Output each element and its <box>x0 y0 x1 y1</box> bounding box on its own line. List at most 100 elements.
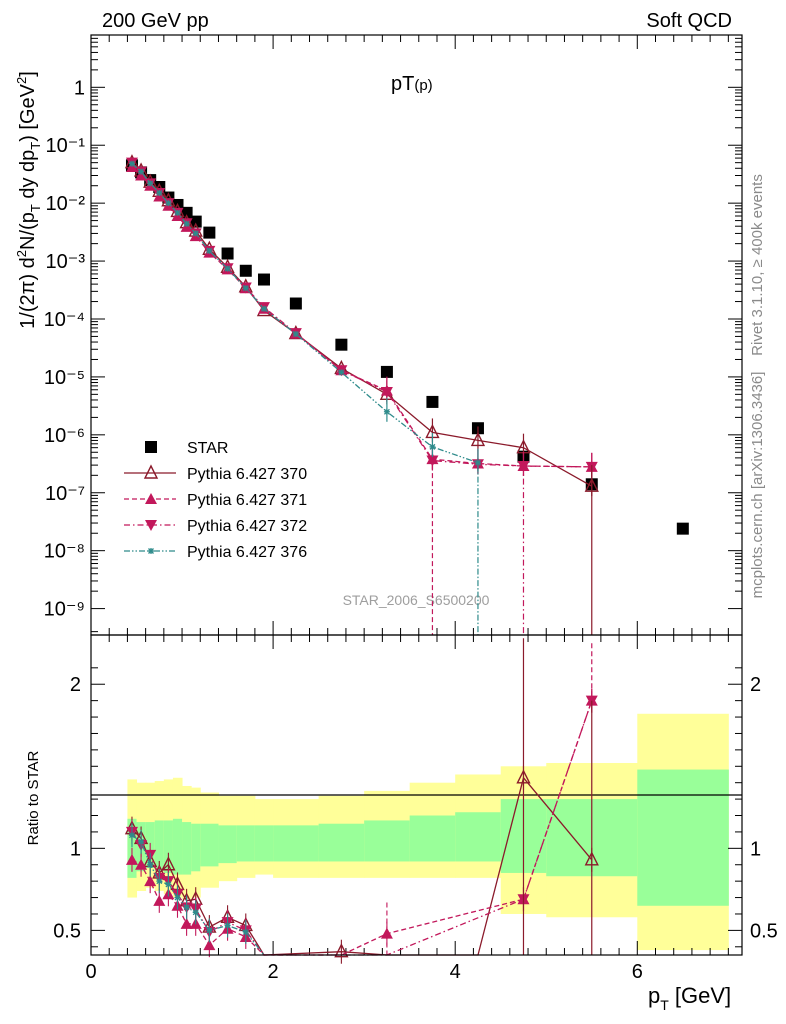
data-point <box>192 230 199 237</box>
data-point <box>156 189 163 196</box>
ratio-y-tick-label: 0.5 <box>53 920 81 942</box>
green-band <box>318 823 365 862</box>
data-point <box>292 331 299 338</box>
y-tick-label: 10⁻² <box>46 193 86 215</box>
y-tick-label: 1 <box>74 77 85 99</box>
x-tick-label: 2 <box>268 961 279 983</box>
legend-label: Pythia 6.427 372 <box>187 518 307 535</box>
legend-marker <box>148 548 154 554</box>
ratio-y-tick-label-right: 2 <box>750 674 761 696</box>
ratio-point <box>165 881 172 888</box>
ratio-line <box>131 700 593 956</box>
legend-label: Pythia 6.427 376 <box>187 544 307 561</box>
data-point <box>128 160 135 167</box>
data-point <box>239 264 252 277</box>
legend-label: Pythia 6.427 370 <box>187 466 307 483</box>
data-point <box>470 431 486 447</box>
data-point <box>380 365 393 378</box>
legend-marker <box>145 520 157 531</box>
ratio-point <box>153 894 166 906</box>
data-point <box>183 220 190 227</box>
plot-title: pT(p) <box>391 73 433 95</box>
ratio-y-tick-label: 2 <box>70 674 81 696</box>
y-tick-label: 10⁻³ <box>46 251 86 273</box>
data-point <box>189 215 202 228</box>
data-point <box>224 265 231 272</box>
green-band <box>236 825 256 862</box>
ratio-point <box>334 943 349 958</box>
data-point <box>174 209 181 216</box>
ratio-point <box>144 875 157 887</box>
green-band <box>273 825 320 862</box>
green-band <box>172 818 183 875</box>
data-point <box>206 247 213 254</box>
data-point <box>474 459 481 466</box>
y-tick-label: 10⁻¹ <box>46 135 86 157</box>
ratio-point <box>147 861 154 868</box>
legend-marker <box>143 464 159 479</box>
data-point <box>138 168 145 175</box>
data-point <box>338 369 345 376</box>
ratio-axis-ticks: 0.5 0.5 1 1 2 2 0 2 4 6 <box>53 635 778 983</box>
ratio-point <box>242 929 249 936</box>
ratio-point <box>224 922 231 929</box>
ratio-point <box>135 858 148 870</box>
ratio-data-series <box>124 638 599 964</box>
header-right-label: Soft QCD <box>646 10 732 32</box>
y-tick-label: 10⁻⁹ <box>44 599 85 621</box>
ratio-point <box>206 927 213 934</box>
rivet-version-label: Rivet 3.1.10, ≥ 400k events <box>749 174 766 356</box>
green-band <box>154 820 165 872</box>
ratio-line <box>131 700 593 956</box>
ratio-line <box>131 834 265 956</box>
header-left-label: 200 GeV pp <box>102 10 209 32</box>
ratio-y-tick-label-right: 1 <box>750 838 761 860</box>
legend-label: Pythia 6.427 371 <box>187 492 307 509</box>
ratio-point <box>128 832 135 839</box>
y-tick-label: 10⁻⁶ <box>44 425 85 447</box>
ratio-y-tick-label: 1 <box>70 838 81 860</box>
data-point <box>289 297 302 310</box>
y-tick-label: 10⁻⁵ <box>44 367 85 389</box>
main-axis-ticks: 10⁻⁹ 10⁻⁸ 10⁻⁷ 10⁻⁶ 10⁻⁵ 10⁻⁴ 10⁻³ 10⁻² 10⁻¹ 1 <box>44 34 742 635</box>
ratio-point <box>174 894 181 901</box>
ratio-point <box>180 917 193 929</box>
svg-text:1/(2π) d2N/(pT dy dpT) [GeV2]: 1/(2π) d2N/(pT dy dpT) [GeV2] <box>14 71 43 329</box>
main-y-axis-title: 1/(2π) d2N/(pT dy dpT) [GeV2] <box>14 71 43 329</box>
ratio-point <box>183 904 190 911</box>
data-point <box>429 443 436 450</box>
data-point <box>147 180 154 187</box>
data-point <box>260 305 267 312</box>
data-point <box>426 455 439 467</box>
green-band <box>409 815 456 862</box>
data-point <box>335 338 348 351</box>
green-band <box>254 825 274 862</box>
x-tick-label: 4 <box>450 961 461 983</box>
ratio-y-tick-label-right: 0.5 <box>750 920 778 942</box>
data-point <box>242 285 249 292</box>
green-band <box>364 820 411 862</box>
legend-label: STAR <box>187 440 228 457</box>
mcplots-reference-label: mcplots.cern.ch [arXiv:1306.3436] <box>749 372 766 599</box>
legend-marker <box>145 493 157 504</box>
data-point <box>383 408 390 415</box>
legend: STAR Pythia 6.427 370 Pythia 6.427 371 Pyth… <box>124 440 307 561</box>
ratio-plot-frame <box>90 634 743 956</box>
green-band <box>163 820 174 873</box>
data-point <box>165 200 172 207</box>
data-point <box>380 386 393 398</box>
data-point <box>426 395 439 408</box>
main-data-series <box>124 154 689 635</box>
green-band <box>455 812 502 862</box>
green-band <box>200 823 219 867</box>
green-band <box>637 769 729 906</box>
green-band <box>218 825 238 864</box>
x-tick-label: 0 <box>85 961 96 983</box>
ratio-point <box>203 939 216 951</box>
analysis-watermark: STAR_2006_S6500200 <box>343 592 490 608</box>
ratio-y-axis-title: Ratio to STAR <box>25 750 42 845</box>
data-point <box>203 226 216 239</box>
y-tick-label: 10⁻⁷ <box>45 483 85 505</box>
ratio-point <box>156 878 163 885</box>
